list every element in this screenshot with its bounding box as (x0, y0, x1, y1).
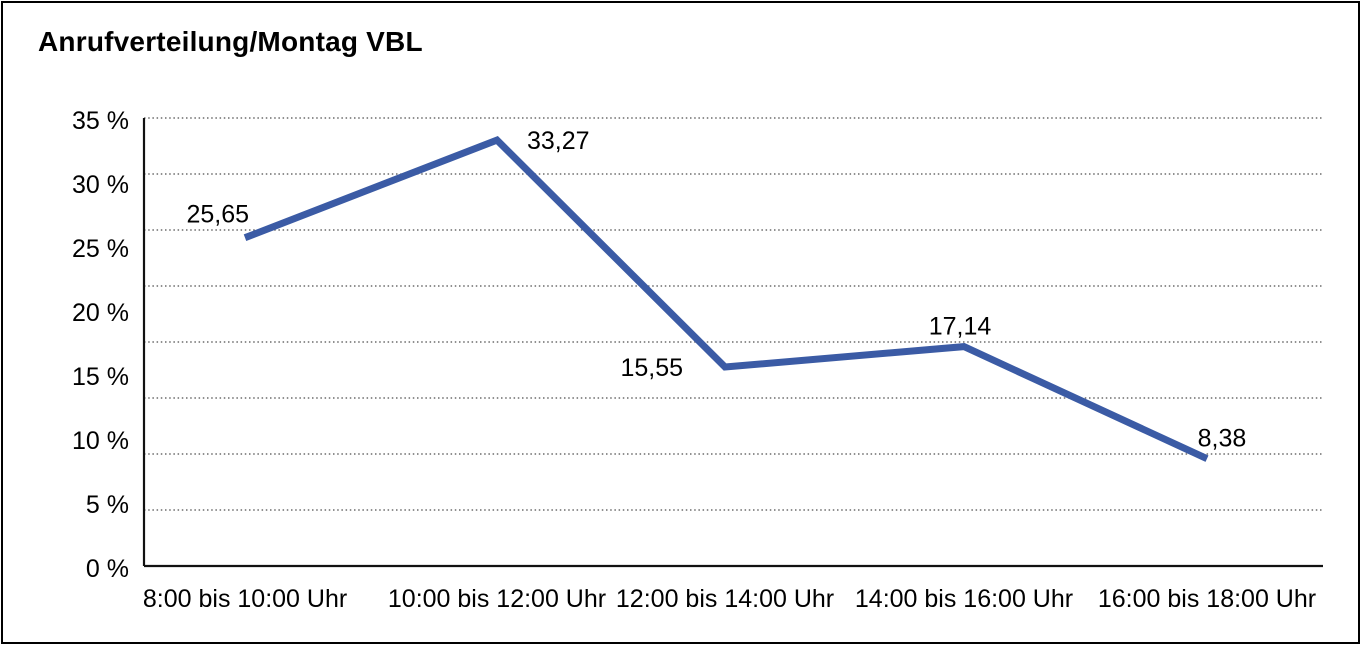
data-point-label: 17,14 (929, 313, 992, 341)
x-tick-label: 12:00 bis 14:00 Uhr (616, 585, 834, 613)
x-tick-label: 10:00 bis 12:00 Uhr (388, 585, 606, 613)
y-tick-label: 20 % (72, 299, 129, 327)
data-point-label: 33,27 (527, 127, 590, 155)
y-tick-label: 0 % (86, 555, 129, 583)
data-point-label: 8,38 (1198, 425, 1247, 453)
y-tick-label: 30 % (72, 171, 129, 199)
y-tick-label: 15 % (72, 363, 129, 391)
x-tick-label: 8:00 bis 10:00 Uhr (143, 585, 347, 613)
y-tick-label: 25 % (72, 235, 129, 263)
data-point-label: 25,65 (186, 201, 249, 229)
y-tick-label: 35 % (72, 107, 129, 135)
chart-title: Anrufverteilung/Montag VBL (38, 26, 423, 57)
x-tick-label: 16:00 bis 18:00 Uhr (1098, 585, 1316, 613)
x-tick-label: 14:00 bis 16:00 Uhr (855, 585, 1073, 613)
y-tick-label: 5 % (86, 491, 129, 519)
data-point-label: 15,55 (620, 354, 683, 382)
series-line (243, 136, 1209, 462)
y-tick-label: 10 % (72, 427, 129, 455)
